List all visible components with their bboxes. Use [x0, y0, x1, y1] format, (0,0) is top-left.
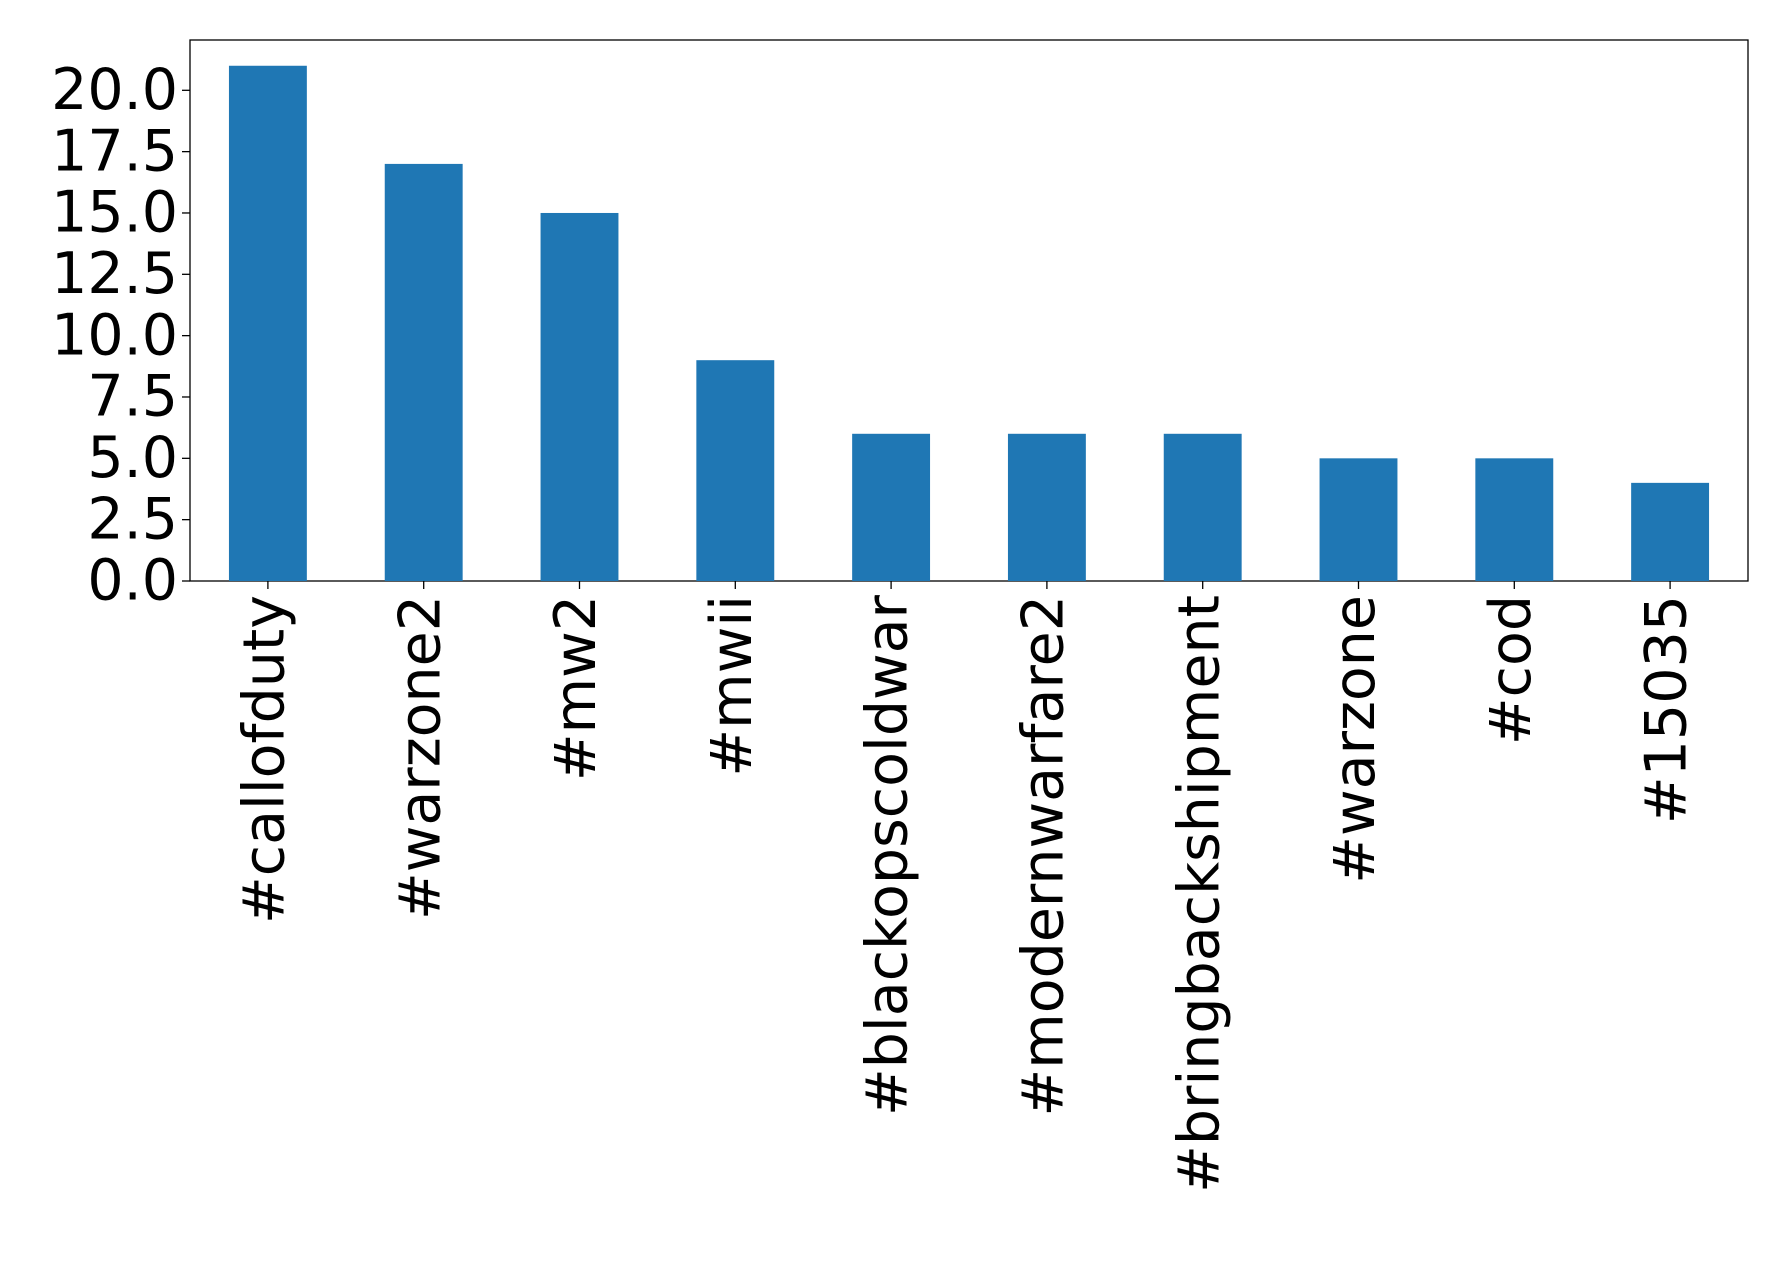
y-tick-label: 20.0	[51, 57, 178, 123]
x-tick-label: #blackopscoldwar	[855, 594, 921, 1116]
bar	[1163, 433, 1242, 581]
bar	[1007, 433, 1086, 581]
x-tick-label: #cod	[1478, 595, 1544, 745]
bar	[696, 360, 775, 581]
x-tick-label: #15035	[1634, 595, 1700, 824]
x-tick-label: #warzone2	[387, 595, 453, 920]
x-tick-label: #mwii	[699, 595, 765, 777]
y-tick-label: 17.5	[51, 118, 178, 184]
y-tick-label: 0.0	[87, 548, 178, 614]
x-tick-label: #mw2	[543, 595, 609, 781]
bar	[384, 163, 463, 581]
y-tick-label: 12.5	[51, 241, 178, 307]
plot-frame	[189, 39, 1749, 582]
y-tick-label: 15.0	[51, 180, 178, 246]
bar	[540, 212, 619, 582]
y-tick-label: 7.5	[87, 364, 178, 430]
y-tick-label: 5.0	[87, 425, 178, 491]
x-tick-label: #callofduty	[232, 595, 298, 924]
x-tick-label: #warzone	[1322, 595, 1388, 884]
bar	[228, 65, 307, 581]
y-tick-label: 2.5	[87, 486, 178, 552]
x-tick-label: #modernwarfare2	[1011, 595, 1077, 1116]
y-tick-label: 10.0	[51, 302, 178, 368]
bar	[1319, 458, 1398, 581]
bar	[1631, 482, 1710, 581]
bar	[1475, 458, 1554, 581]
bar	[852, 433, 931, 581]
x-tick-label: #bringbackshipment	[1166, 595, 1232, 1193]
